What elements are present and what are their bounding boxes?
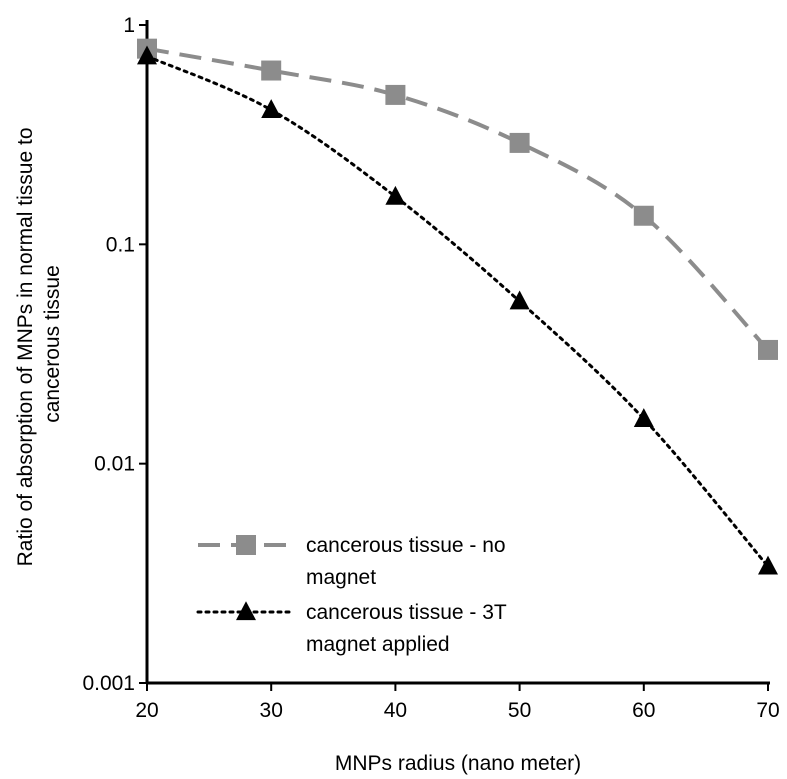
data-point — [509, 132, 530, 153]
y-tick-label: 1 — [123, 14, 135, 37]
x-tick-label: 40 — [384, 699, 407, 722]
y-tick-label: 0.001 — [82, 672, 135, 695]
legend-marker — [236, 535, 256, 555]
x-axis-title: MNPs radius (nano meter) — [335, 752, 581, 775]
data-point — [633, 205, 654, 226]
data-point — [261, 99, 282, 119]
legend-label-line: magnet — [306, 566, 376, 589]
y-axis-title: Ratio of absorption of MNPs in normal ti… — [14, 122, 64, 567]
series-line — [145, 54, 770, 568]
legend-label-line: cancerous tissue - 3T — [306, 601, 507, 624]
legend-label-line: magnet applied — [306, 633, 450, 656]
data-point — [758, 339, 778, 360]
x-tick-label: 70 — [756, 699, 779, 722]
data-point — [758, 555, 778, 575]
legend-label: cancerous tissue - 3T magnet applied — [306, 601, 507, 656]
series-2 — [137, 45, 778, 575]
legend-label-line: cancerous tissue - no — [306, 534, 506, 557]
series-1 — [137, 38, 778, 360]
axes — [145, 20, 770, 685]
x-tick-label: 20 — [135, 699, 158, 722]
legend-label: cancerous tissue - no magnet — [306, 534, 506, 589]
x-ticks: 20 30 40 50 60 70 — [135, 683, 780, 722]
legend-marker — [236, 601, 256, 621]
y-tick-label: 0.1 — [106, 233, 135, 256]
y-axis-title-line-1: Ratio of absorption of MNPs in normal ti… — [14, 127, 37, 566]
x-tick-label: 60 — [632, 699, 655, 722]
series-layer — [137, 38, 778, 575]
y-tick-label: 0.01 — [94, 453, 135, 476]
data-point — [509, 290, 530, 310]
x-tick-label: 30 — [260, 699, 283, 722]
x-tick-label: 50 — [508, 699, 531, 722]
legend-entry-no-magnet: cancerous tissue - no magnet — [198, 534, 506, 589]
data-point — [633, 408, 654, 427]
data-point — [385, 84, 406, 105]
y-axis-title-line-2: cancerous tissue — [41, 265, 64, 423]
data-point — [137, 45, 157, 65]
data-point — [261, 60, 282, 81]
data-point — [385, 185, 406, 205]
y-ticks: 0.001 0.01 0.1 1 — [82, 14, 147, 695]
legend-entry-3t-magnet: cancerous tissue - 3T magnet applied — [196, 601, 507, 656]
